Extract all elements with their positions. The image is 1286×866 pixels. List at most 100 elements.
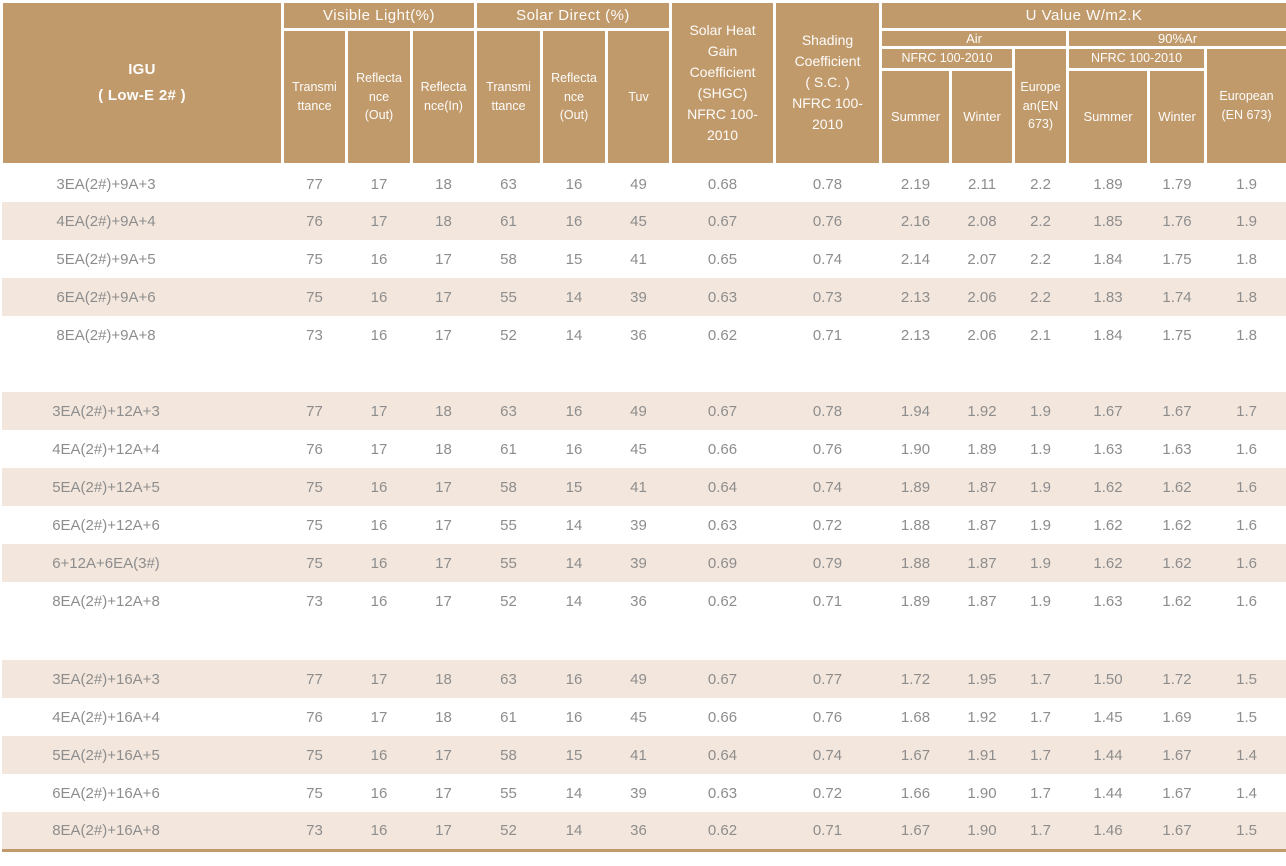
value-cell-shgc: 0.66	[707, 440, 738, 458]
value-cell-vl_reflectance_out: 17	[370, 708, 388, 726]
table-row: 6EA(2#)+9A+6 75 16 17 55 14 39 0.63 0.73 2.13 2.06…	[1, 278, 1286, 317]
value-cell-air_european: 2.2	[1030, 175, 1051, 193]
value-cell-shading_coefficient: 0.76	[774, 202, 881, 241]
value-cell-sd_reflectance_out: 14	[565, 326, 583, 344]
value-cell-argon_european: 1.5	[1205, 660, 1286, 699]
table-row: 6+12A+6EA(3#) 75 16 17 55 14 39 0.69 0.79 1.88 1.8…	[1, 544, 1286, 583]
value-cell-argon_summer: 1.85	[1067, 202, 1149, 241]
value-cell-vl_reflectance_in: 17	[435, 326, 452, 344]
value-cell-air_summer: 1.88	[900, 516, 931, 534]
value-cell-sd_transmittance: 55	[475, 278, 542, 317]
value-cell-argon_summer: 1.45	[1093, 708, 1123, 726]
value-cell-sd_reflectance_out: 14	[565, 516, 583, 534]
value-cell-shgc: 0.67	[670, 392, 775, 431]
shading-coefficient-column-header: Shading Coefficient ( S.C. ) NFRC 100- 2…	[773, 0, 883, 166]
value-cell-sd_reflectance_out: 16	[565, 175, 583, 193]
value-cell-air_winter: 2.06	[967, 326, 997, 344]
value-cell-argon_summer: 1.63	[1093, 592, 1123, 610]
value-cell-tuv: 49	[606, 392, 671, 431]
sd-transmittance-header: Transmi ttance	[474, 28, 544, 166]
value-cell-sd_reflectance_out: 14	[565, 784, 583, 802]
value-cell-tuv: 41	[630, 250, 647, 268]
value-cell-tuv: 39	[606, 278, 671, 317]
value-cell-shading_coefficient: 0.72	[812, 784, 843, 802]
table-header: IGU ( Low-E 2# ) Visible Light(%) Solar …	[0, 0, 1286, 166]
vl-reflectance-out-header: Reflecta nce (Out)	[345, 28, 413, 166]
value-cell-shading_coefficient: 0.79	[774, 544, 881, 583]
value-cell-vl_reflectance_out: 17	[370, 175, 388, 193]
value-cell-argon_summer: 1.50	[1067, 660, 1149, 699]
value-cell-vl_reflectance_out: 16	[370, 250, 388, 268]
value-cell-vl_transmittance: 76	[306, 708, 323, 726]
value-cell-air_european: 1.9	[1013, 468, 1068, 507]
value-cell-shading_coefficient: 0.73	[774, 278, 881, 317]
value-cell-air_european: 1.9	[1030, 440, 1051, 458]
value-cell-air_summer: 1.68	[900, 708, 931, 726]
value-cell-air_summer: 1.88	[880, 544, 951, 583]
value-cell-air_european: 1.9	[1013, 544, 1068, 583]
sd-reflectance-out-header: Reflecta nce (Out)	[540, 28, 609, 166]
value-cell-argon_winter: 1.67	[1162, 784, 1192, 802]
igu-label-cell: 5EA(2#)+9A+5	[56, 250, 156, 268]
value-cell-vl_transmittance: 77	[282, 660, 347, 699]
value-cell-shading_coefficient: 0.71	[812, 592, 843, 610]
value-cell-argon_summer: 1.83	[1067, 278, 1149, 317]
value-cell-shgc: 0.63	[707, 784, 738, 802]
value-cell-argon_winter: 1.62	[1148, 468, 1206, 507]
value-cell-argon_summer: 1.84	[1093, 250, 1123, 268]
value-cell-shgc: 0.67	[670, 202, 775, 241]
value-cell-sd_transmittance: 55	[475, 544, 542, 583]
value-cell-argon_european: 1.7	[1205, 392, 1286, 431]
value-cell-tuv: 39	[606, 544, 671, 583]
value-cell-tuv: 49	[630, 175, 647, 193]
value-cell-argon_winter: 1.69	[1162, 708, 1192, 726]
table-row: 8EA(2#)+16A+8 73 16 17 52 14 36 0.62 0.71 1.67 1.9…	[1, 812, 1286, 851]
value-cell-air_summer: 1.89	[900, 592, 931, 610]
igu-label-cell: 8EA(2#)+16A+8	[1, 812, 283, 851]
value-cell-sd_reflectance_out: 16	[541, 202, 607, 241]
table-row: 8EA(2#)+9A+8 73 16 17 52 14 36 0.62 0.71 2.13 2.06…	[2, 316, 1286, 354]
value-cell-vl_reflectance_in: 17	[435, 784, 452, 802]
value-cell-air_winter: 2.07	[967, 250, 997, 268]
value-cell-vl_reflectance_in: 17	[411, 278, 476, 317]
value-cell-argon_european: 1.6	[1236, 592, 1257, 610]
value-cell-argon_summer: 1.63	[1093, 440, 1123, 458]
value-cell-vl_transmittance: 76	[282, 202, 347, 241]
header-row-gas: Transmi ttance Reflecta nce (Out) Reflec…	[2, 28, 1286, 166]
igu-label-cell: 5EA(2#)+12A+5	[1, 468, 283, 507]
value-cell-air_european: 1.7	[1013, 812, 1068, 851]
value-cell-air_european: 2.1	[1030, 326, 1051, 344]
value-cell-shading_coefficient: 0.77	[774, 660, 881, 699]
value-cell-sd_transmittance: 52	[500, 326, 517, 344]
table-row: 4EA(2#)+12A+4 76 17 18 61 16 45 0.66 0.76 1.90 1.8…	[2, 430, 1286, 468]
value-cell-argon_european: 1.6	[1236, 440, 1257, 458]
value-cell-vl_reflectance_in: 17	[435, 516, 452, 534]
value-cell-vl_transmittance: 75	[306, 784, 323, 802]
shgc-column-header: Solar Heat Gain Coefficient (SHGC) NFRC …	[669, 0, 777, 166]
value-cell-argon_winter: 1.63	[1162, 440, 1192, 458]
air-summer-header: Summer	[879, 67, 953, 166]
value-cell-air_winter: 1.90	[950, 812, 1014, 851]
table-row: 5EA(2#)+16A+5 75 16 17 58 15 41 0.64 0.74 1.67 1.9…	[1, 736, 1286, 775]
value-cell-sd_transmittance: 63	[475, 392, 542, 431]
value-cell-vl_reflectance_in: 18	[435, 708, 452, 726]
value-cell-argon_winter: 1.75	[1162, 250, 1192, 268]
value-cell-shgc: 0.69	[670, 544, 775, 583]
value-cell-vl_reflectance_in: 18	[411, 392, 476, 431]
value-cell-sd_transmittance: 55	[500, 784, 517, 802]
table-row: 8EA(2#)+12A+8 73 16 17 52 14 36 0.62 0.71 1.89 1.8…	[2, 582, 1286, 620]
u-value-group-header: U Value W/m2.K	[879, 0, 1286, 31]
value-cell-vl_reflectance_in: 17	[411, 812, 476, 851]
value-cell-air_winter: 2.11	[967, 175, 997, 193]
value-cell-vl_reflectance_in: 17	[435, 250, 452, 268]
nfrc-air-header: NFRC 100-2010	[879, 46, 1016, 71]
value-cell-shgc: 0.62	[707, 592, 738, 610]
value-cell-tuv: 45	[630, 708, 647, 726]
value-cell-argon_european: 1.8	[1205, 278, 1286, 317]
header-row-standard: NFRC 100-2010 Europe an(EN 673) NFRC 100…	[2, 46, 1286, 166]
value-cell-argon_winter: 1.75	[1162, 326, 1192, 344]
igu-label-cell: 3EA(2#)+9A+3	[56, 175, 156, 193]
value-cell-tuv: 45	[606, 202, 671, 241]
group-gap-cell	[1, 620, 1286, 661]
value-cell-tuv: 36	[606, 812, 671, 851]
